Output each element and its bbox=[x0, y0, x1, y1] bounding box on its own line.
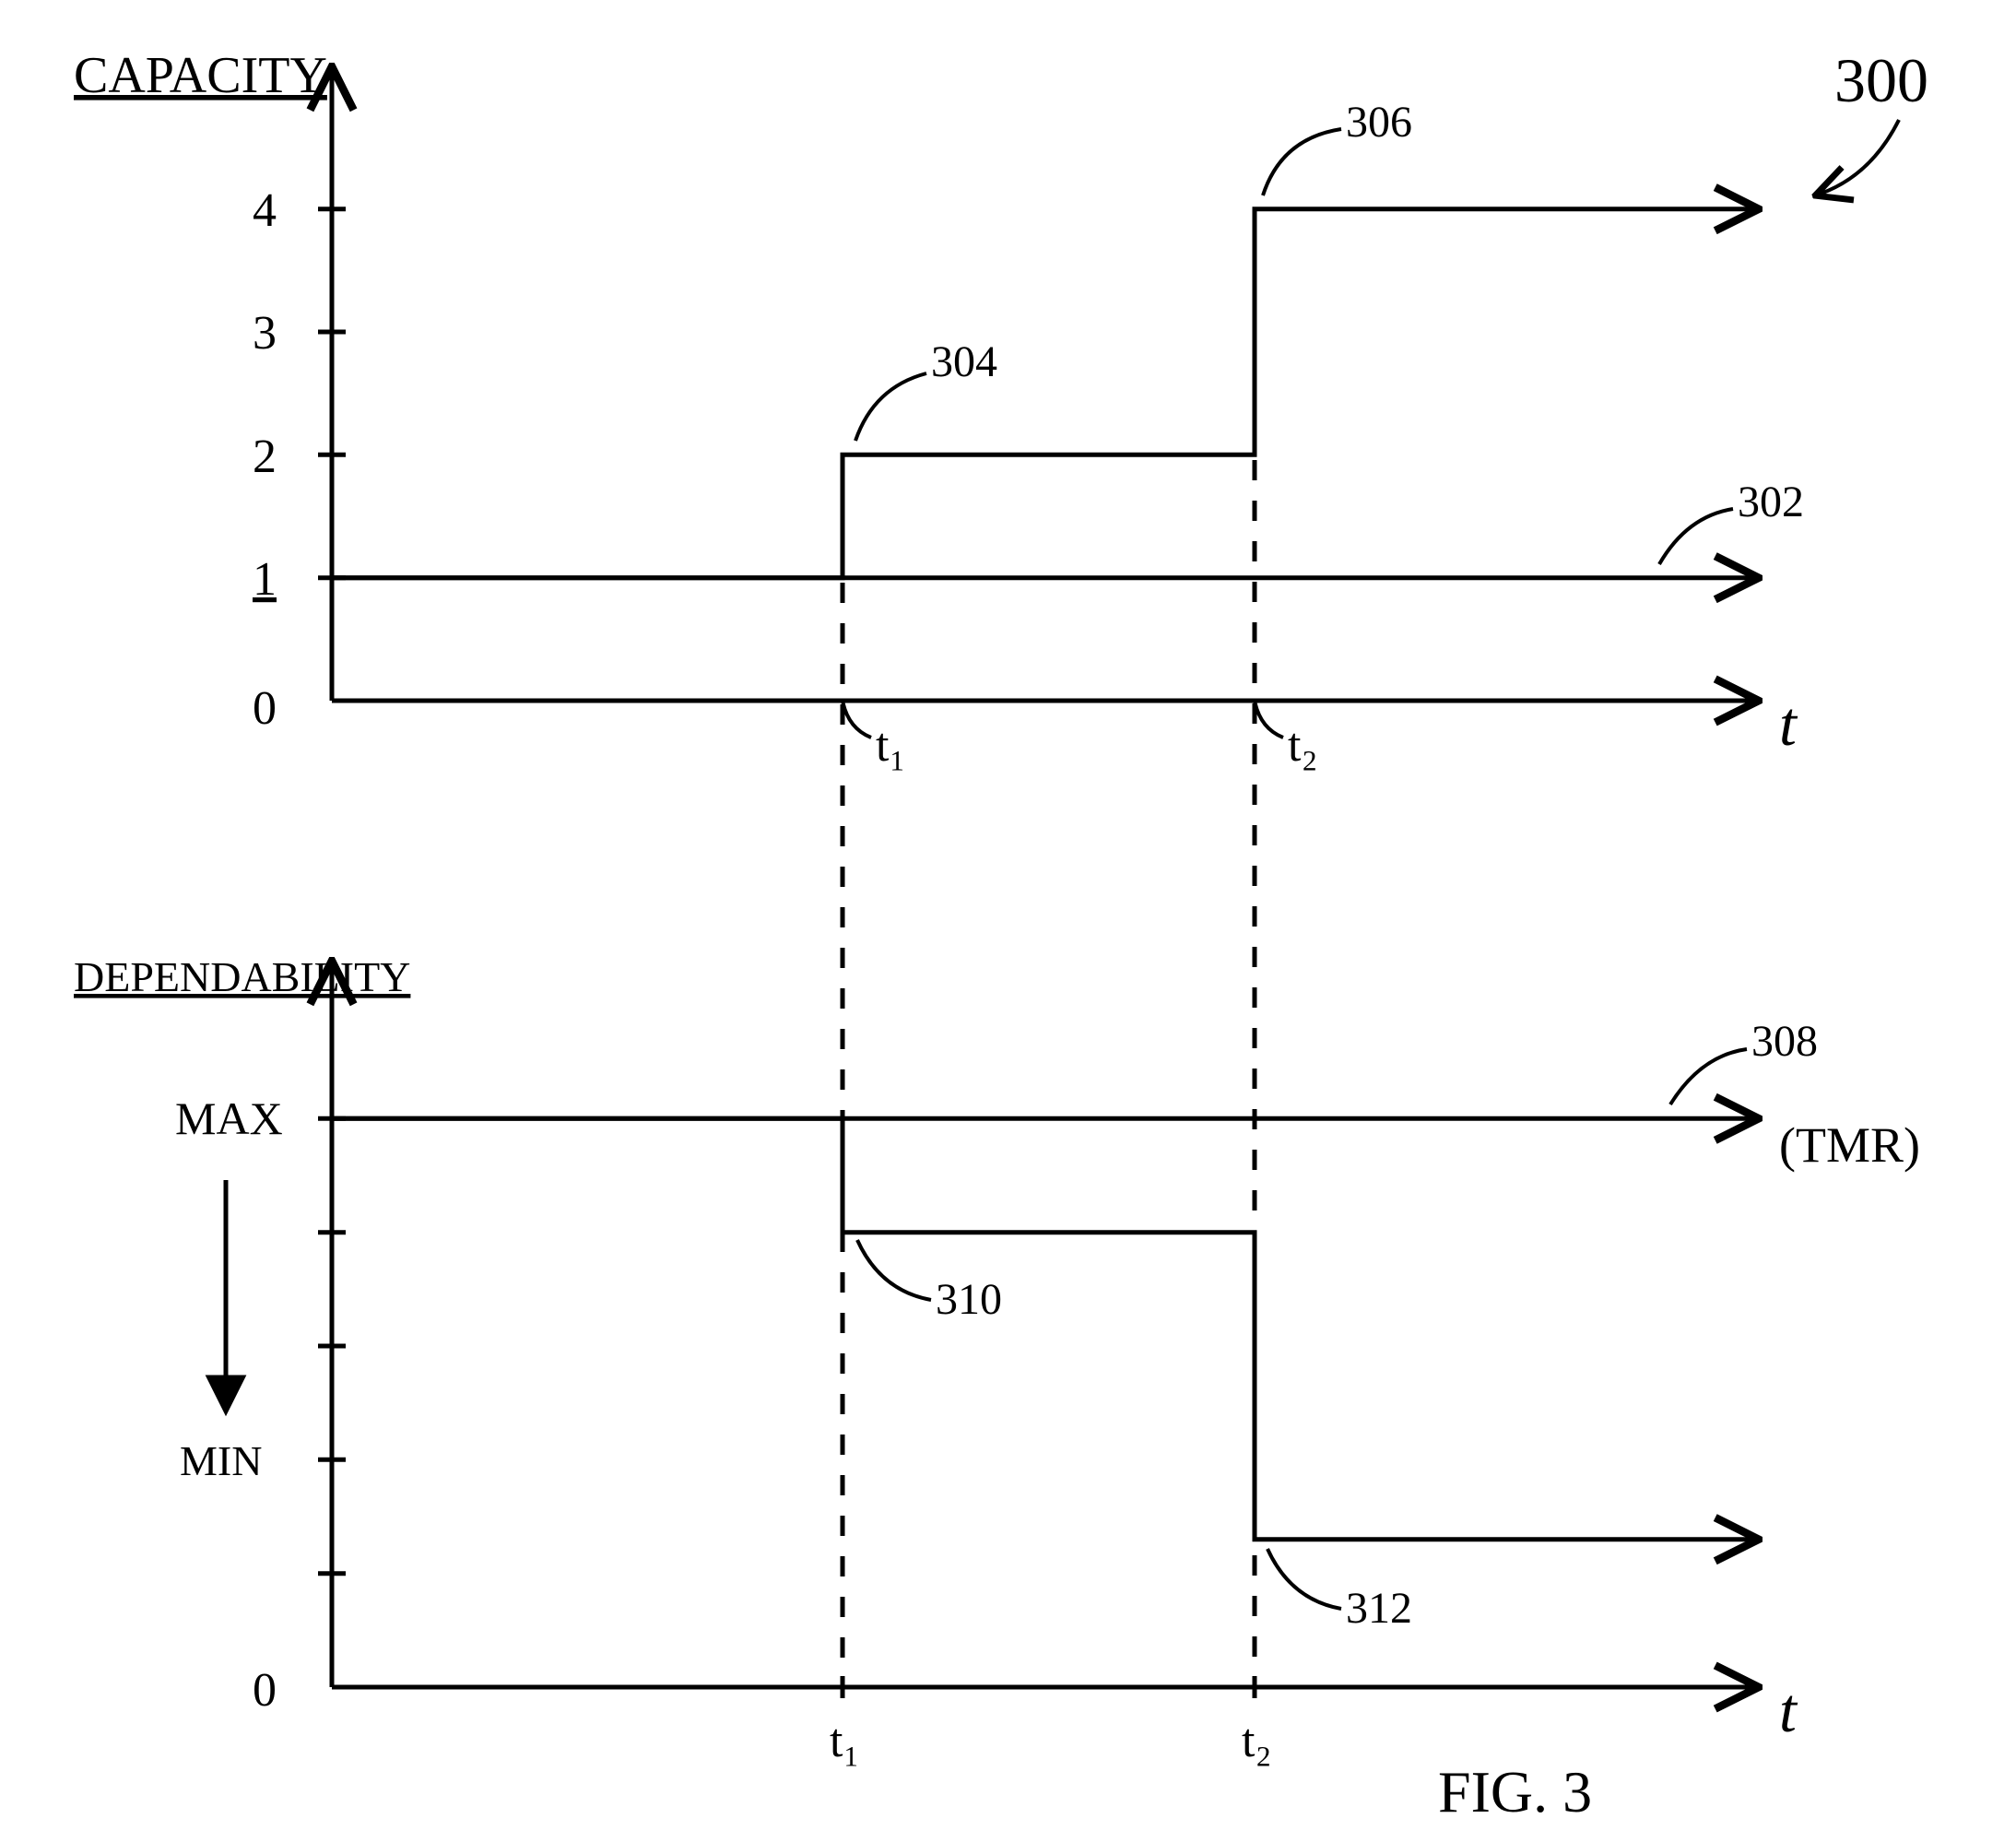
t2-label-top: t₂ bbox=[1288, 719, 1318, 772]
figure-id: 300 bbox=[1821, 45, 1928, 194]
tmr-annotation: (TMR) bbox=[1779, 1117, 1920, 1173]
bottom-chart: DEPENDABILITY 0 MAX MIN (TMR) t t₁ t₂ bbox=[74, 953, 1920, 1767]
top-y-tick-3: 3 bbox=[253, 307, 277, 360]
bottom-min-label: MIN bbox=[180, 1437, 262, 1484]
top-y-tick-0: 0 bbox=[253, 682, 277, 735]
callout-306: 306 bbox=[1346, 98, 1412, 147]
t2-label-bottom: t₂ bbox=[1242, 1715, 1272, 1767]
callout-312: 312 bbox=[1346, 1584, 1412, 1633]
lead-308 bbox=[1670, 1049, 1747, 1104]
t1-label-top: t₁ bbox=[876, 719, 906, 772]
t1-hook-top bbox=[843, 701, 871, 738]
figure-caption: FIG. 3 bbox=[1438, 1759, 1592, 1824]
capacity-step-trace bbox=[332, 209, 1751, 578]
top-x-label: t bbox=[1779, 689, 1798, 759]
figure-id-arrow bbox=[1821, 120, 1899, 194]
lead-304 bbox=[855, 373, 926, 441]
top-y-tick-4: 4 bbox=[253, 184, 277, 237]
callout-302: 302 bbox=[1738, 478, 1804, 526]
top-chart-title: CAPACITY bbox=[74, 47, 327, 104]
lead-306 bbox=[1263, 129, 1341, 195]
bottom-chart-title: DEPENDABILITY bbox=[74, 953, 410, 1000]
t2-hook-top bbox=[1255, 701, 1283, 738]
callout-310: 310 bbox=[936, 1275, 1002, 1324]
lead-302 bbox=[1659, 509, 1733, 564]
callout-304: 304 bbox=[931, 337, 997, 386]
callout-308: 308 bbox=[1751, 1017, 1818, 1066]
t1-label-bottom: t₁ bbox=[830, 1715, 860, 1767]
figure-id-label: 300 bbox=[1834, 45, 1928, 115]
bottom-max-label: MAX bbox=[175, 1092, 283, 1144]
dependability-step-trace bbox=[332, 1118, 1751, 1539]
lead-310 bbox=[857, 1240, 931, 1300]
lead-312 bbox=[1267, 1549, 1341, 1609]
top-y-tick-1: 1 bbox=[253, 553, 277, 606]
bottom-x-label: t bbox=[1779, 1675, 1798, 1745]
top-y-tick-2: 2 bbox=[253, 431, 277, 483]
bottom-origin-label: 0 bbox=[253, 1664, 277, 1717]
top-chart: CAPACITY 0 1 2 3 4 t 304 306 bbox=[74, 47, 1804, 772]
